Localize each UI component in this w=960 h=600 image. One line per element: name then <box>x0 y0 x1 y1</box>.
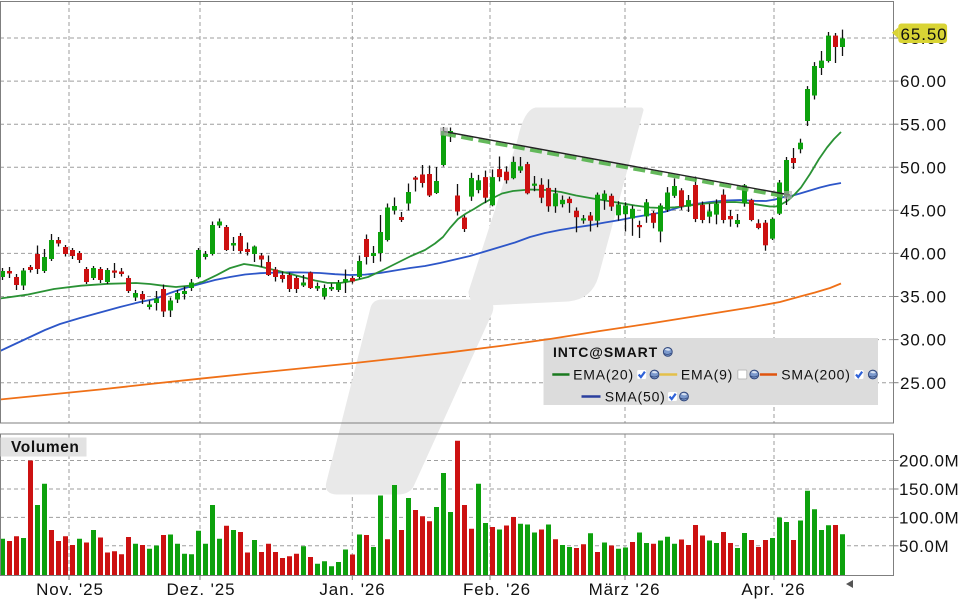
svg-text:SMA(200): SMA(200) <box>781 367 850 383</box>
svg-text:30.00: 30.00 <box>900 331 947 350</box>
svg-text:EMA(20): EMA(20) <box>573 367 634 383</box>
svg-text:Feb. '26: Feb. '26 <box>463 580 531 599</box>
svg-text:60.00: 60.00 <box>900 72 947 91</box>
svg-text:EMA(9): EMA(9) <box>681 367 733 383</box>
svg-text:SMA(50): SMA(50) <box>605 389 666 405</box>
svg-text:200.0M: 200.0M <box>899 452 959 471</box>
svg-text:Jan. '26: Jan. '26 <box>319 580 385 599</box>
svg-text:50.00: 50.00 <box>900 158 947 177</box>
svg-text:INTC@SMART: INTC@SMART <box>553 344 658 360</box>
svg-text:Nov. '25: Nov. '25 <box>36 580 104 599</box>
svg-text:40.00: 40.00 <box>900 245 947 264</box>
svg-text:Apr. '26: Apr. '26 <box>741 580 805 599</box>
svg-text:150.0M: 150.0M <box>899 480 959 499</box>
svg-text:Volumen: Volumen <box>11 439 80 456</box>
svg-text:45.00: 45.00 <box>900 201 947 220</box>
svg-text:Dez. '25: Dez. '25 <box>166 580 235 599</box>
svg-text:100.0M: 100.0M <box>899 509 959 528</box>
svg-text:50.0M: 50.0M <box>899 537 949 556</box>
svg-text:25.00: 25.00 <box>900 374 947 393</box>
svg-text:März '26: März '26 <box>589 580 661 599</box>
svg-text:35.00: 35.00 <box>900 288 947 307</box>
svg-text:65.50: 65.50 <box>901 25 948 44</box>
svg-text:55.00: 55.00 <box>900 115 947 134</box>
